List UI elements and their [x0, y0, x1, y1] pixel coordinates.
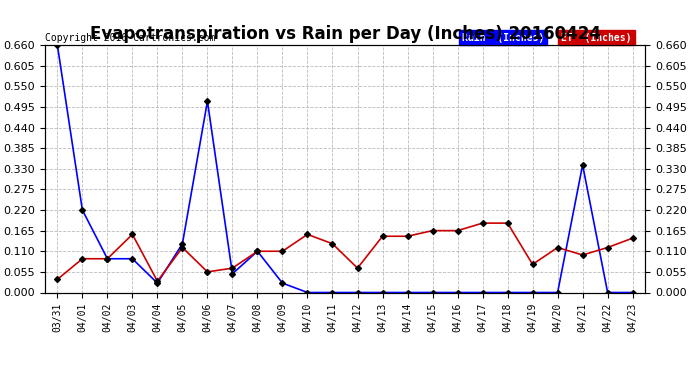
- Text: ET  (Inches): ET (Inches): [561, 33, 631, 42]
- Text: Copyright 2016 Cartronics.com: Copyright 2016 Cartronics.com: [45, 33, 215, 42]
- Title: Evapotranspiration vs Rain per Day (Inches) 20160424: Evapotranspiration vs Rain per Day (Inch…: [90, 26, 600, 44]
- Text: Rain  (Inches): Rain (Inches): [462, 33, 544, 42]
